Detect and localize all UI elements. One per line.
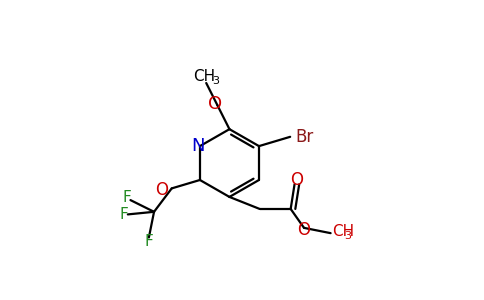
Text: O: O <box>156 181 168 199</box>
Text: O: O <box>298 221 311 239</box>
Text: O: O <box>290 171 303 189</box>
Text: 3: 3 <box>344 231 351 241</box>
Text: F: F <box>122 190 131 205</box>
Text: CH: CH <box>194 69 216 84</box>
Text: O: O <box>208 94 222 112</box>
Text: F: F <box>120 207 128 222</box>
Text: CH: CH <box>332 224 354 239</box>
Text: 3: 3 <box>212 76 219 86</box>
Text: N: N <box>191 137 204 155</box>
Text: F: F <box>145 234 153 249</box>
Text: Br: Br <box>295 128 313 146</box>
